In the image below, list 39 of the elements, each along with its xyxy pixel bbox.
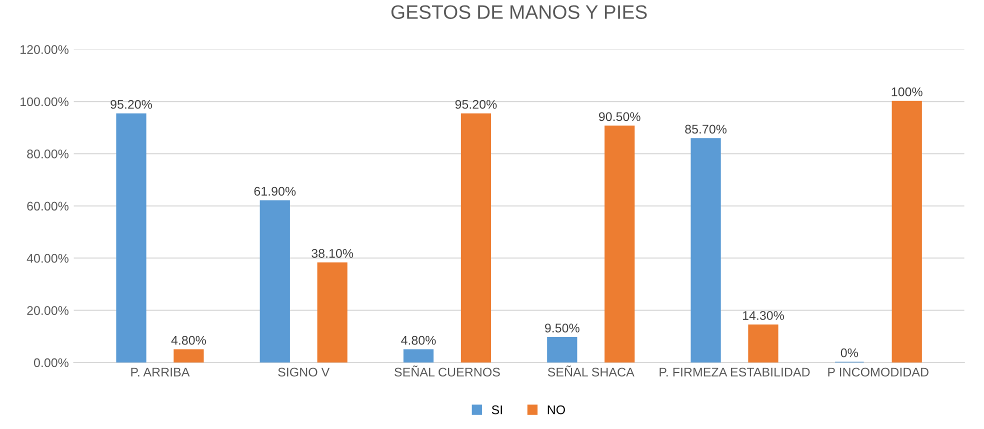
- bar: [317, 262, 348, 363]
- bar: [460, 113, 492, 363]
- data-label: 4.80%: [401, 336, 436, 345]
- data-label: 14.30%: [742, 311, 784, 320]
- data-label: 95.20%: [455, 100, 497, 109]
- chart-title: GESTOS DE MANOS Y PIES: [391, 5, 647, 19]
- bar: [604, 126, 635, 363]
- data-label: 95.20%: [110, 100, 152, 109]
- x-tick-label: P. FIRMEZA ESTABILIDAD: [660, 368, 810, 377]
- data-label: 9.50%: [545, 324, 580, 332]
- y-tick-label: 20.00%: [27, 306, 68, 315]
- x-tick-label: SEÑAL CUERNOS: [394, 365, 500, 377]
- bar: [547, 337, 578, 363]
- data-label: 61.90%: [254, 186, 296, 196]
- data-label: 38.10%: [312, 248, 354, 258]
- x-tick-label: SIGNO V: [278, 368, 330, 377]
- y-tick-label: 0.00%: [34, 358, 68, 368]
- y-tick-label: 120.00%: [20, 45, 68, 54]
- data-label: 90.50%: [598, 112, 640, 122]
- bar: [174, 349, 204, 363]
- y-tick-label: 80.00%: [27, 150, 68, 158]
- x-tick-label: SEÑAL SHACA: [548, 365, 634, 377]
- x-tick-label: P INCOMODIDAD: [828, 368, 928, 377]
- y-tick-label: 40.00%: [26, 254, 68, 263]
- data-label: 100%: [892, 87, 922, 96]
- bar: [403, 349, 434, 363]
- data-label: 4.80%: [171, 336, 206, 345]
- bar: [892, 100, 922, 363]
- data-label: 0%: [840, 348, 858, 358]
- bar: [690, 138, 721, 363]
- bar: [260, 200, 290, 363]
- legend-label: NO: [548, 405, 565, 414]
- bar: [748, 324, 778, 363]
- y-tick-label: 60.00%: [27, 202, 68, 211]
- legend-label: SI: [492, 405, 502, 414]
- x-tick-label: P. ARRIBA: [131, 368, 190, 376]
- data-label: 85.70%: [685, 124, 727, 134]
- bar: [116, 113, 146, 363]
- y-tick-label: 100.00%: [20, 97, 68, 106]
